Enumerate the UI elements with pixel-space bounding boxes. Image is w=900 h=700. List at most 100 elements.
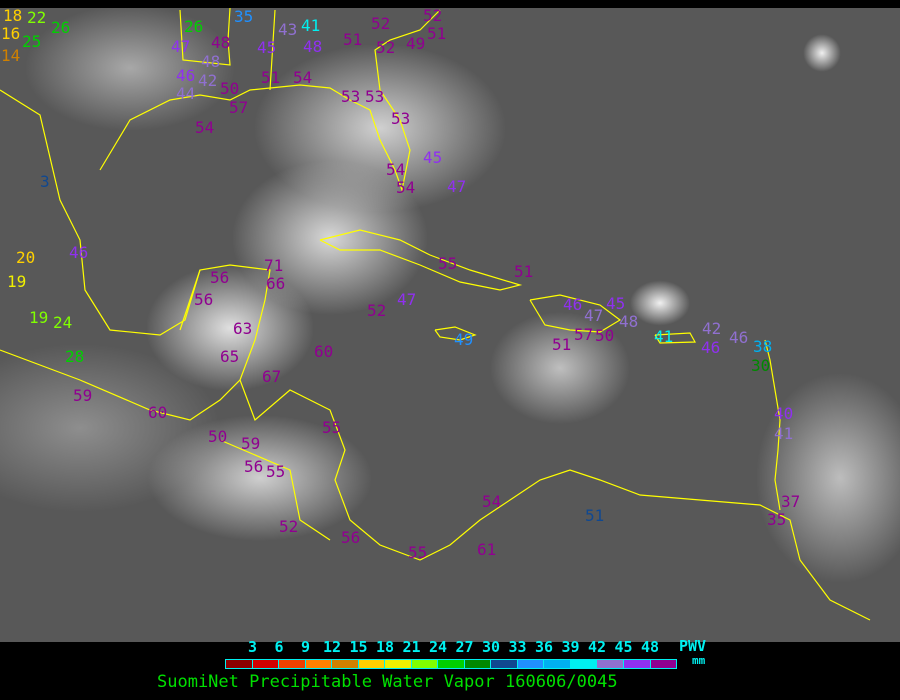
station-pwv-label: 14 xyxy=(1,46,21,65)
yucatan xyxy=(179,269,201,331)
legend-swatch xyxy=(517,660,545,668)
station-pwv-label: 57 xyxy=(229,98,249,117)
gulf-coast xyxy=(0,89,871,621)
station-pwv-label: 46 xyxy=(176,66,196,85)
station-pwv-label: 52 xyxy=(279,517,299,536)
station-pwv-label: 48 xyxy=(201,52,221,71)
legend-tick: 33 xyxy=(508,638,527,656)
station-pwv-label: 43 xyxy=(278,20,298,39)
station-pwv-label: 52 xyxy=(371,14,391,33)
map-title: SuomiNet Precipitable Water Vapor 160606… xyxy=(157,672,618,692)
legend-swatch xyxy=(650,660,677,668)
station-pwv-label: 37 xyxy=(781,492,801,511)
station-pwv-label: 50 xyxy=(208,427,228,446)
station-pwv-label: 53 xyxy=(365,87,385,106)
legend-unit-mm: mm xyxy=(692,654,706,667)
state-border-east xyxy=(269,9,276,91)
station-pwv-label: 48 xyxy=(619,312,639,331)
station-pwv-label: 59 xyxy=(241,434,261,453)
hispaniola xyxy=(529,294,622,333)
station-pwv-label: 56 xyxy=(210,268,230,287)
legend-tick: 45 xyxy=(614,638,633,656)
station-pwv-label: 54 xyxy=(386,160,406,179)
station-pwv-label: 61 xyxy=(477,540,497,559)
station-pwv-label: 47 xyxy=(171,37,191,56)
station-pwv-label: 50 xyxy=(220,79,240,98)
station-pwv-label: 54 xyxy=(396,178,416,197)
station-pwv-label: 20 xyxy=(16,248,36,267)
station-pwv-label: 38 xyxy=(753,337,773,356)
station-pwv-label: 52 xyxy=(423,6,443,25)
station-pwv-label: 41 xyxy=(654,327,674,346)
legend-unit-pwv: PWV xyxy=(679,637,707,655)
station-pwv-label: 53 xyxy=(391,109,411,128)
station-pwv-label: 60 xyxy=(148,403,168,422)
station-pwv-label: 35 xyxy=(234,7,254,26)
station-pwv-label: 41 xyxy=(774,424,794,443)
station-pwv-label: 47 xyxy=(584,306,604,325)
station-pwv-label: 44 xyxy=(176,84,196,103)
legend-tick: 24 xyxy=(428,638,448,656)
station-pwv-label: 55 xyxy=(438,254,458,273)
station-pwv-label: 51 xyxy=(585,506,605,525)
central-america-border-south xyxy=(219,439,331,541)
station-pwv-label: 52 xyxy=(376,38,396,57)
station-pwv-label: 60 xyxy=(314,342,334,361)
station-pwv-label: 51 xyxy=(261,68,281,87)
legend-swatch xyxy=(385,660,412,668)
station-pwv-label: 55 xyxy=(322,418,342,437)
legend-swatch xyxy=(358,660,386,668)
station-pwv-label: 51 xyxy=(343,30,363,49)
station-pwv-label: 71 xyxy=(264,256,284,275)
station-pwv-label: 47 xyxy=(397,290,417,309)
station-pwv-label: 67 xyxy=(262,367,282,386)
station-pwv-label: 3 xyxy=(40,172,50,191)
cuba xyxy=(319,229,523,291)
legend-swatch xyxy=(623,660,651,668)
station-pwv-label: 55 xyxy=(266,462,286,481)
lesser-antilles xyxy=(764,339,781,511)
station-pwv-label: 42 xyxy=(702,319,722,338)
station-pwv-label: 51 xyxy=(427,24,447,43)
station-pwv-label: 46 xyxy=(563,295,583,314)
legend-swatch xyxy=(332,660,359,668)
station-pwv-label: 50 xyxy=(595,326,615,345)
station-pwv-label: 30 xyxy=(751,356,771,375)
station-pwv-label: 18 xyxy=(3,6,23,25)
legend-tick: 6 xyxy=(274,638,284,656)
station-pwv-label: 48 xyxy=(303,37,323,56)
station-pwv-label: 46 xyxy=(69,243,89,262)
station-pwv-label: 35 xyxy=(767,510,787,529)
legend-tick: 30 xyxy=(481,638,501,656)
station-pwv-label: 56 xyxy=(244,457,264,476)
legend-swatch xyxy=(491,660,518,668)
station-pwv-label: 49 xyxy=(454,330,474,349)
legend-swatch xyxy=(411,660,439,668)
legend-tick: 39 xyxy=(561,638,580,656)
station-pwv-label: 48 xyxy=(211,33,231,52)
station-pwv-label: 65 xyxy=(220,347,240,366)
legend-swatch xyxy=(252,660,280,668)
coastlines xyxy=(0,7,871,621)
station-pwv-label: 25 xyxy=(22,32,42,51)
station-pwv-label: 54 xyxy=(482,492,502,511)
legend-tick: 36 xyxy=(534,638,554,656)
legend-tick-labels: 3 6 9 12 15 18 21 24 27 30 33 36 39 42 45 48 xyxy=(226,638,676,656)
station-pwv-label: 52 xyxy=(367,301,387,320)
legend-tick: 12 xyxy=(322,638,342,656)
station-pwv-label: 40 xyxy=(774,404,794,423)
station-pwv-label: 57 xyxy=(574,325,594,344)
station-pwv-label: 46 xyxy=(701,338,721,357)
station-pwv-label: 47 xyxy=(447,177,467,196)
station-pwv-label: 51 xyxy=(552,335,572,354)
color-scale-bar xyxy=(225,659,677,669)
station-pwv-label: 51 xyxy=(514,262,534,281)
legend-tick: 15 xyxy=(349,638,368,656)
station-pwv-label: 19 xyxy=(7,272,27,291)
legend-swatch xyxy=(438,660,465,668)
station-pwv-label: 56 xyxy=(194,290,214,309)
state-borders xyxy=(179,7,231,66)
station-pwv-label: 49 xyxy=(406,34,426,53)
station-pwv-label: 56 xyxy=(341,528,361,547)
